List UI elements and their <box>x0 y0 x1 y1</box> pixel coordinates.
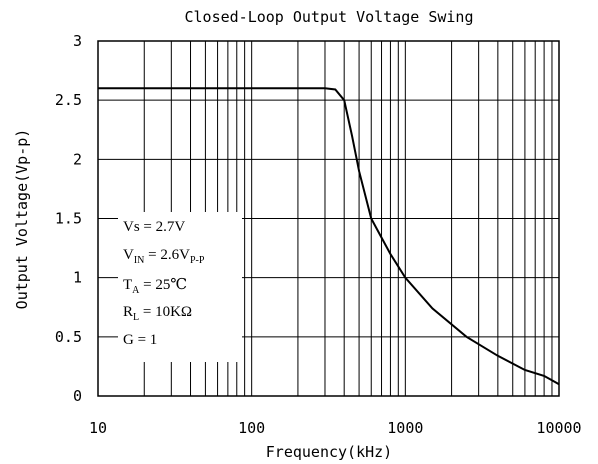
annotation-vs-text: Vs = 2.7V <box>123 219 186 235</box>
plot-frame <box>97 40 560 397</box>
annotation-rl-main: R <box>123 304 134 320</box>
x-tick-label: 10 <box>89 419 107 437</box>
annotation-ta: TA = 25℃ <box>123 275 187 296</box>
annotation-ta-main: T <box>123 277 133 293</box>
annotation-rl: RL = 10KΩ <box>123 304 192 323</box>
y-tick-label: 1 <box>73 269 82 287</box>
y-tick-label: 3 <box>73 32 82 50</box>
y-tick-label: 2 <box>73 150 82 168</box>
y-tick-label: 0 <box>73 387 82 405</box>
y-tick-label: 2.5 <box>55 91 82 109</box>
annotation-vin-sub2: P-P <box>189 255 205 266</box>
annotation-vin-main: V <box>123 247 134 263</box>
annotation-vs: Vs = 2.7V <box>123 219 185 236</box>
y-tick-label: 1.5 <box>55 210 82 228</box>
annotation-ta-rest: = 25℃ <box>139 277 188 293</box>
series-line <box>98 87 560 386</box>
y-axis-label: Output Voltage(Vp-p) <box>13 129 31 310</box>
x-tick-label: 10000 <box>536 419 581 437</box>
annotation-rl-rest: = 10KΩ <box>139 304 193 320</box>
x-axis-label: Frequency(kHz) <box>266 443 392 461</box>
annotation-ta-sub: A <box>132 285 140 296</box>
annotation-rl-sub: L <box>133 312 140 323</box>
annotation-box <box>118 212 242 362</box>
annotation-vin-sub: IN <box>133 255 145 266</box>
annotation-gain-text: G = 1 <box>123 332 158 348</box>
annotation-gain: G = 1 <box>123 332 157 349</box>
annotation-vin: VIN = 2.6VP-P <box>123 247 204 266</box>
annotation-vin-rest: = 2.6V <box>144 247 190 263</box>
x-tick-label: 100 <box>238 419 265 437</box>
x-tick-labels: 10 100 1000 10000 <box>89 419 582 437</box>
y-tick-labels: 0 0.5 1 1.5 2 2.5 3 <box>55 32 82 405</box>
chart-title: Closed-Loop Output Voltage Swing <box>185 8 474 26</box>
x-tick-label: 1000 <box>387 419 423 437</box>
y-tick-label: 0.5 <box>55 328 82 346</box>
